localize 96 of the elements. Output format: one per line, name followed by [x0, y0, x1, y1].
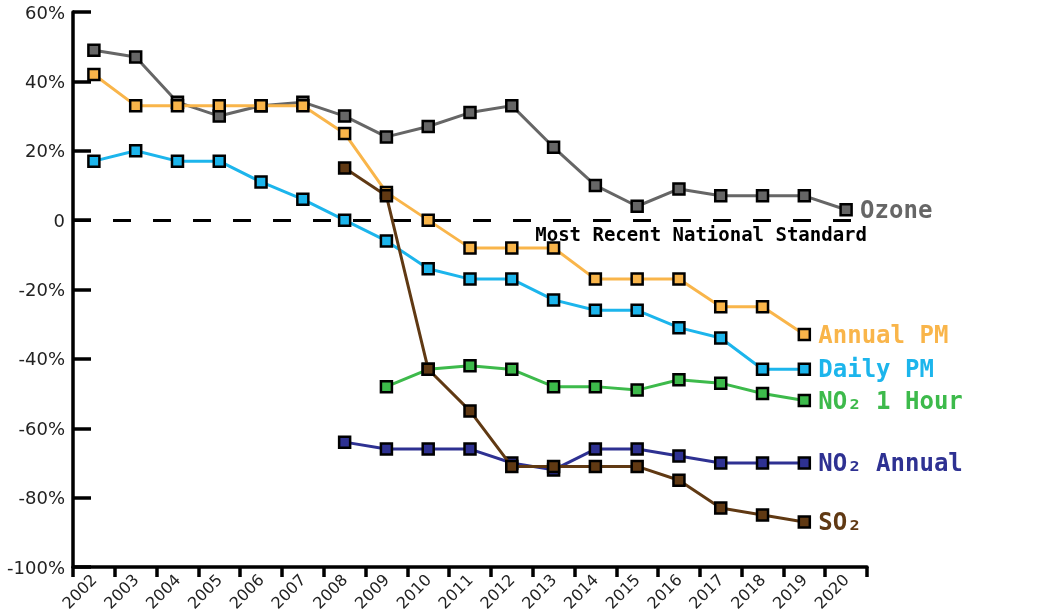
point — [672, 320, 686, 335]
point — [212, 98, 227, 113]
point — [379, 189, 394, 203]
point — [128, 144, 143, 158]
point — [505, 241, 519, 255]
point — [337, 213, 352, 227]
point — [588, 379, 603, 394]
point — [463, 241, 477, 255]
y-tick-label: -80% — [18, 487, 65, 509]
point — [170, 98, 185, 113]
point — [546, 459, 561, 474]
point — [463, 359, 477, 373]
point — [379, 130, 394, 144]
point — [128, 98, 143, 113]
point — [87, 43, 101, 57]
point — [755, 386, 770, 401]
point — [797, 515, 812, 529]
point — [463, 105, 477, 120]
y-tick-label: -20% — [18, 279, 65, 300]
point — [630, 199, 644, 213]
point — [797, 362, 812, 377]
y-tick-label: 0 — [53, 209, 65, 231]
point — [505, 362, 519, 377]
point — [672, 473, 686, 488]
point — [128, 50, 143, 64]
point — [505, 98, 519, 113]
point — [87, 67, 101, 82]
point — [713, 376, 728, 390]
point — [713, 189, 728, 203]
point — [463, 442, 477, 456]
point — [755, 456, 770, 470]
point — [630, 383, 644, 397]
point — [797, 189, 812, 203]
point — [672, 182, 686, 196]
series-label: Daily PM — [818, 355, 934, 384]
point — [755, 508, 770, 522]
point — [672, 449, 686, 463]
point — [337, 161, 352, 175]
point — [755, 189, 770, 203]
point — [713, 501, 728, 515]
point — [421, 213, 435, 227]
y-tick-label: 40% — [24, 70, 65, 92]
series-label: NO₂ 1 Hour — [818, 386, 963, 415]
point — [588, 303, 603, 318]
point — [672, 372, 686, 387]
point — [170, 154, 185, 168]
point — [421, 442, 435, 456]
point — [588, 442, 603, 456]
point — [463, 272, 477, 286]
point — [630, 303, 644, 318]
point — [546, 293, 561, 307]
y-tick-label: 60% — [24, 1, 65, 23]
y-tick-label: 20% — [24, 140, 65, 162]
point — [588, 178, 603, 193]
point — [505, 272, 519, 286]
point — [630, 442, 644, 456]
point — [630, 272, 644, 286]
point — [797, 456, 812, 470]
point — [713, 331, 728, 345]
point — [421, 261, 435, 276]
point — [546, 379, 561, 394]
point — [379, 442, 394, 456]
point — [713, 456, 728, 470]
point — [505, 459, 519, 474]
point — [379, 379, 394, 394]
point — [337, 109, 352, 123]
point — [296, 192, 310, 207]
point — [463, 404, 477, 418]
point — [546, 241, 561, 255]
point — [337, 126, 352, 141]
y-tick-label: -100% — [7, 556, 65, 578]
point — [797, 393, 812, 408]
point — [212, 154, 227, 168]
point — [672, 272, 686, 286]
series-label: SO₂ — [818, 507, 862, 536]
point — [588, 459, 603, 474]
point — [755, 362, 770, 377]
series-label: Annual PM — [818, 320, 949, 349]
point — [296, 98, 310, 113]
series-label: Ozone — [860, 195, 933, 224]
point — [421, 119, 435, 134]
point — [379, 234, 394, 248]
point — [755, 300, 770, 314]
point — [713, 300, 728, 314]
point — [839, 202, 853, 217]
point — [630, 459, 644, 474]
point — [546, 140, 561, 155]
point — [254, 175, 268, 189]
point — [337, 435, 352, 449]
point — [797, 327, 812, 342]
y-tick-label: -60% — [18, 417, 65, 439]
ref-line-label: Most Recent National Standard — [535, 222, 867, 245]
point — [588, 272, 603, 286]
y-tick-label: -40% — [18, 348, 65, 370]
point — [87, 154, 101, 168]
series-label: NO₂ Annual — [818, 448, 963, 477]
